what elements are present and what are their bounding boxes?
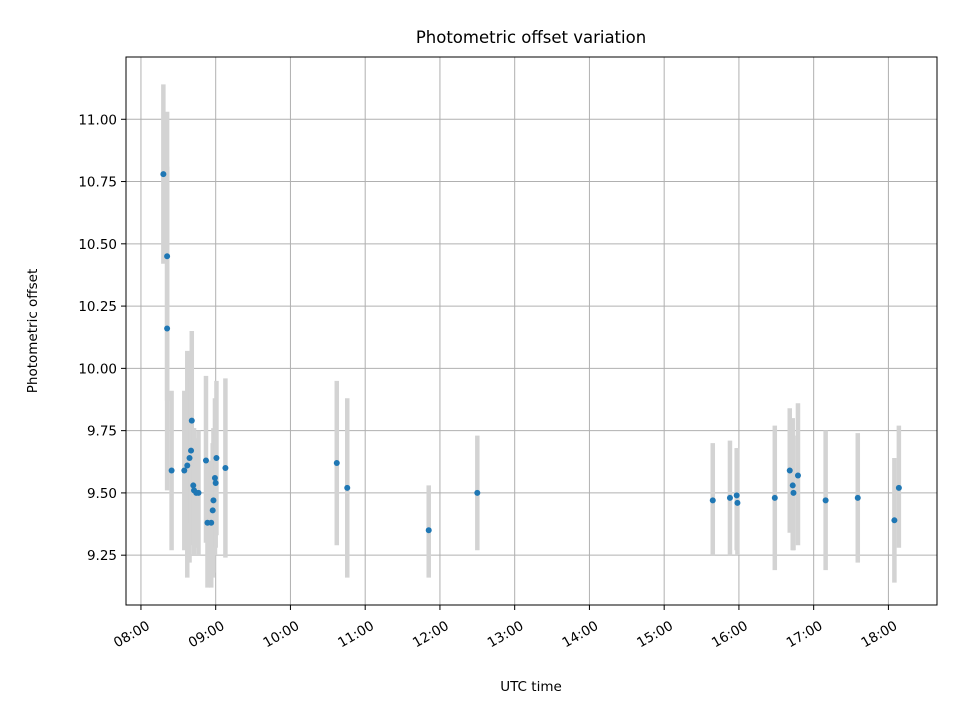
data-point: [210, 497, 217, 504]
data-point: [164, 253, 171, 260]
data-point: [190, 482, 197, 489]
data-points: [160, 171, 902, 534]
data-point: [790, 489, 797, 496]
x-tick-label: 18:00: [859, 618, 901, 651]
grid: [126, 57, 937, 605]
x-axis-label: UTC time: [500, 679, 562, 695]
y-axis-ticks: 9.25 9.50 9.75 10.00 10.25 10.50 10.75 11.00: [78, 112, 126, 564]
data-point: [733, 492, 740, 499]
error-bars: [161, 84, 902, 588]
data-point: [771, 494, 778, 501]
x-tick-label: 12:00: [410, 618, 452, 651]
data-point: [195, 489, 202, 496]
data-point: [184, 462, 191, 469]
y-axis-label: Photometric offset: [25, 269, 41, 393]
x-tick-label: 09:00: [186, 618, 228, 651]
data-point: [212, 479, 219, 486]
data-point: [344, 484, 351, 491]
data-point: [188, 417, 195, 424]
x-tick-label: 10:00: [261, 618, 303, 651]
x-tick-label: 17:00: [784, 618, 826, 651]
data-point: [895, 484, 902, 491]
y-tick-label: 9.50: [87, 486, 117, 502]
data-point: [474, 489, 481, 496]
plot-frame: [125, 56, 938, 606]
y-tick-label: 10.00: [78, 361, 117, 377]
data-point: [186, 455, 193, 462]
data-point: [164, 325, 171, 332]
x-axis-ticks: 08:00 09:00 10:00 11:00 12:00 13:00 14:00 15:00…: [111, 605, 900, 651]
data-point: [822, 497, 829, 504]
data-point: [209, 507, 216, 514]
y-tick-label: 11.00: [78, 112, 117, 128]
data-point: [786, 467, 793, 474]
x-tick-label: 13:00: [485, 618, 527, 651]
y-tick-label: 9.25: [87, 548, 117, 564]
y-tick-label: 10.50: [78, 237, 117, 253]
data-point: [181, 467, 188, 474]
data-point: [726, 494, 733, 501]
chart-title: Photometric offset variation: [416, 28, 646, 47]
data-point: [333, 460, 340, 467]
data-point: [188, 447, 195, 454]
x-tick-label: 15:00: [634, 618, 676, 651]
x-tick-label: 08:00: [111, 618, 153, 651]
data-point: [425, 527, 432, 534]
data-point: [709, 497, 716, 504]
data-point: [891, 517, 898, 524]
data-point: [213, 455, 220, 462]
data-point: [222, 465, 229, 471]
data-point: [168, 467, 175, 474]
data-point: [854, 494, 861, 501]
data-point: [208, 519, 215, 526]
x-tick-label: 16:00: [709, 618, 751, 651]
data-point: [211, 474, 218, 481]
data-point: [794, 472, 801, 479]
x-tick-label: 14:00: [560, 618, 602, 651]
data-point: [160, 171, 167, 178]
y-tick-label: 10.75: [78, 175, 117, 191]
data-point: [789, 482, 796, 489]
data-point: [202, 457, 209, 464]
y-tick-label: 9.75: [87, 424, 117, 440]
x-tick-label: 11:00: [335, 618, 377, 651]
y-tick-label: 10.25: [78, 299, 117, 315]
data-point: [734, 499, 741, 506]
